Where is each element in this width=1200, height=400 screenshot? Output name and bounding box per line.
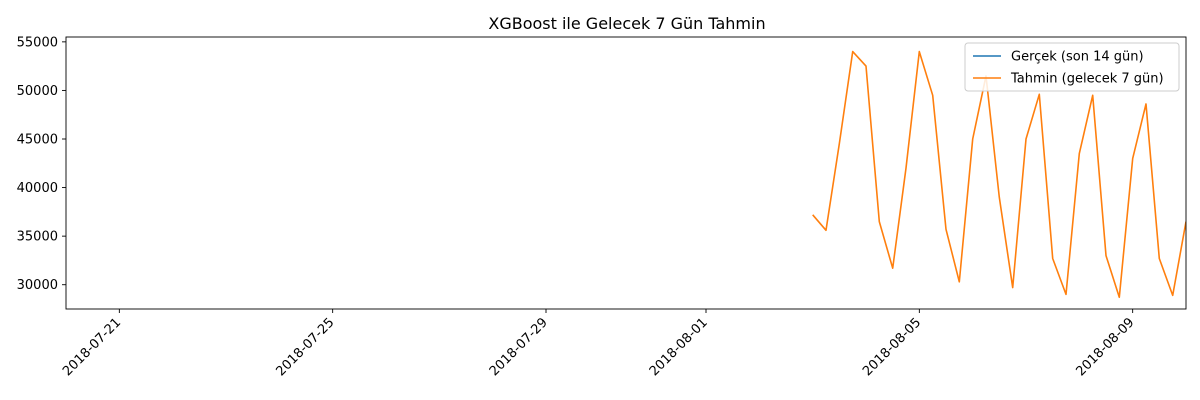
x-tick-label: 2018-08-05 [860,315,924,379]
chart-title: XGBoost ile Gelecek 7 Gün Tahmin [488,14,765,33]
y-tick-label: 35000 [17,230,58,245]
y-tick-label: 50000 [17,84,58,99]
x-tick-label: 2018-08-01 [647,315,711,379]
legend-box [964,42,1180,92]
x-tick-label: 2018-07-25 [273,315,337,379]
y-tick-label: 40000 [17,181,58,196]
series-line-1 [812,50,1186,299]
x-tick-label: 2018-07-21 [60,315,124,379]
y-tick-label: 30000 [17,278,58,293]
y-tick-label: 45000 [17,133,58,148]
legend-label-0: Gerçek (son 14 gün) [1011,50,1144,65]
legend: Gerçek (son 14 gün) Tahmin (gelecek 7 gün… [964,42,1180,92]
plot-area [812,50,1186,299]
plot-frame [65,36,1187,310]
y-tick-label: 55000 [17,35,58,50]
legend-label-1: Tahmin (gelecek 7 gün) [1010,72,1164,87]
x-tick-label: 2018-08-09 [1073,315,1137,379]
x-tick-label: 2018-07-29 [487,315,551,379]
